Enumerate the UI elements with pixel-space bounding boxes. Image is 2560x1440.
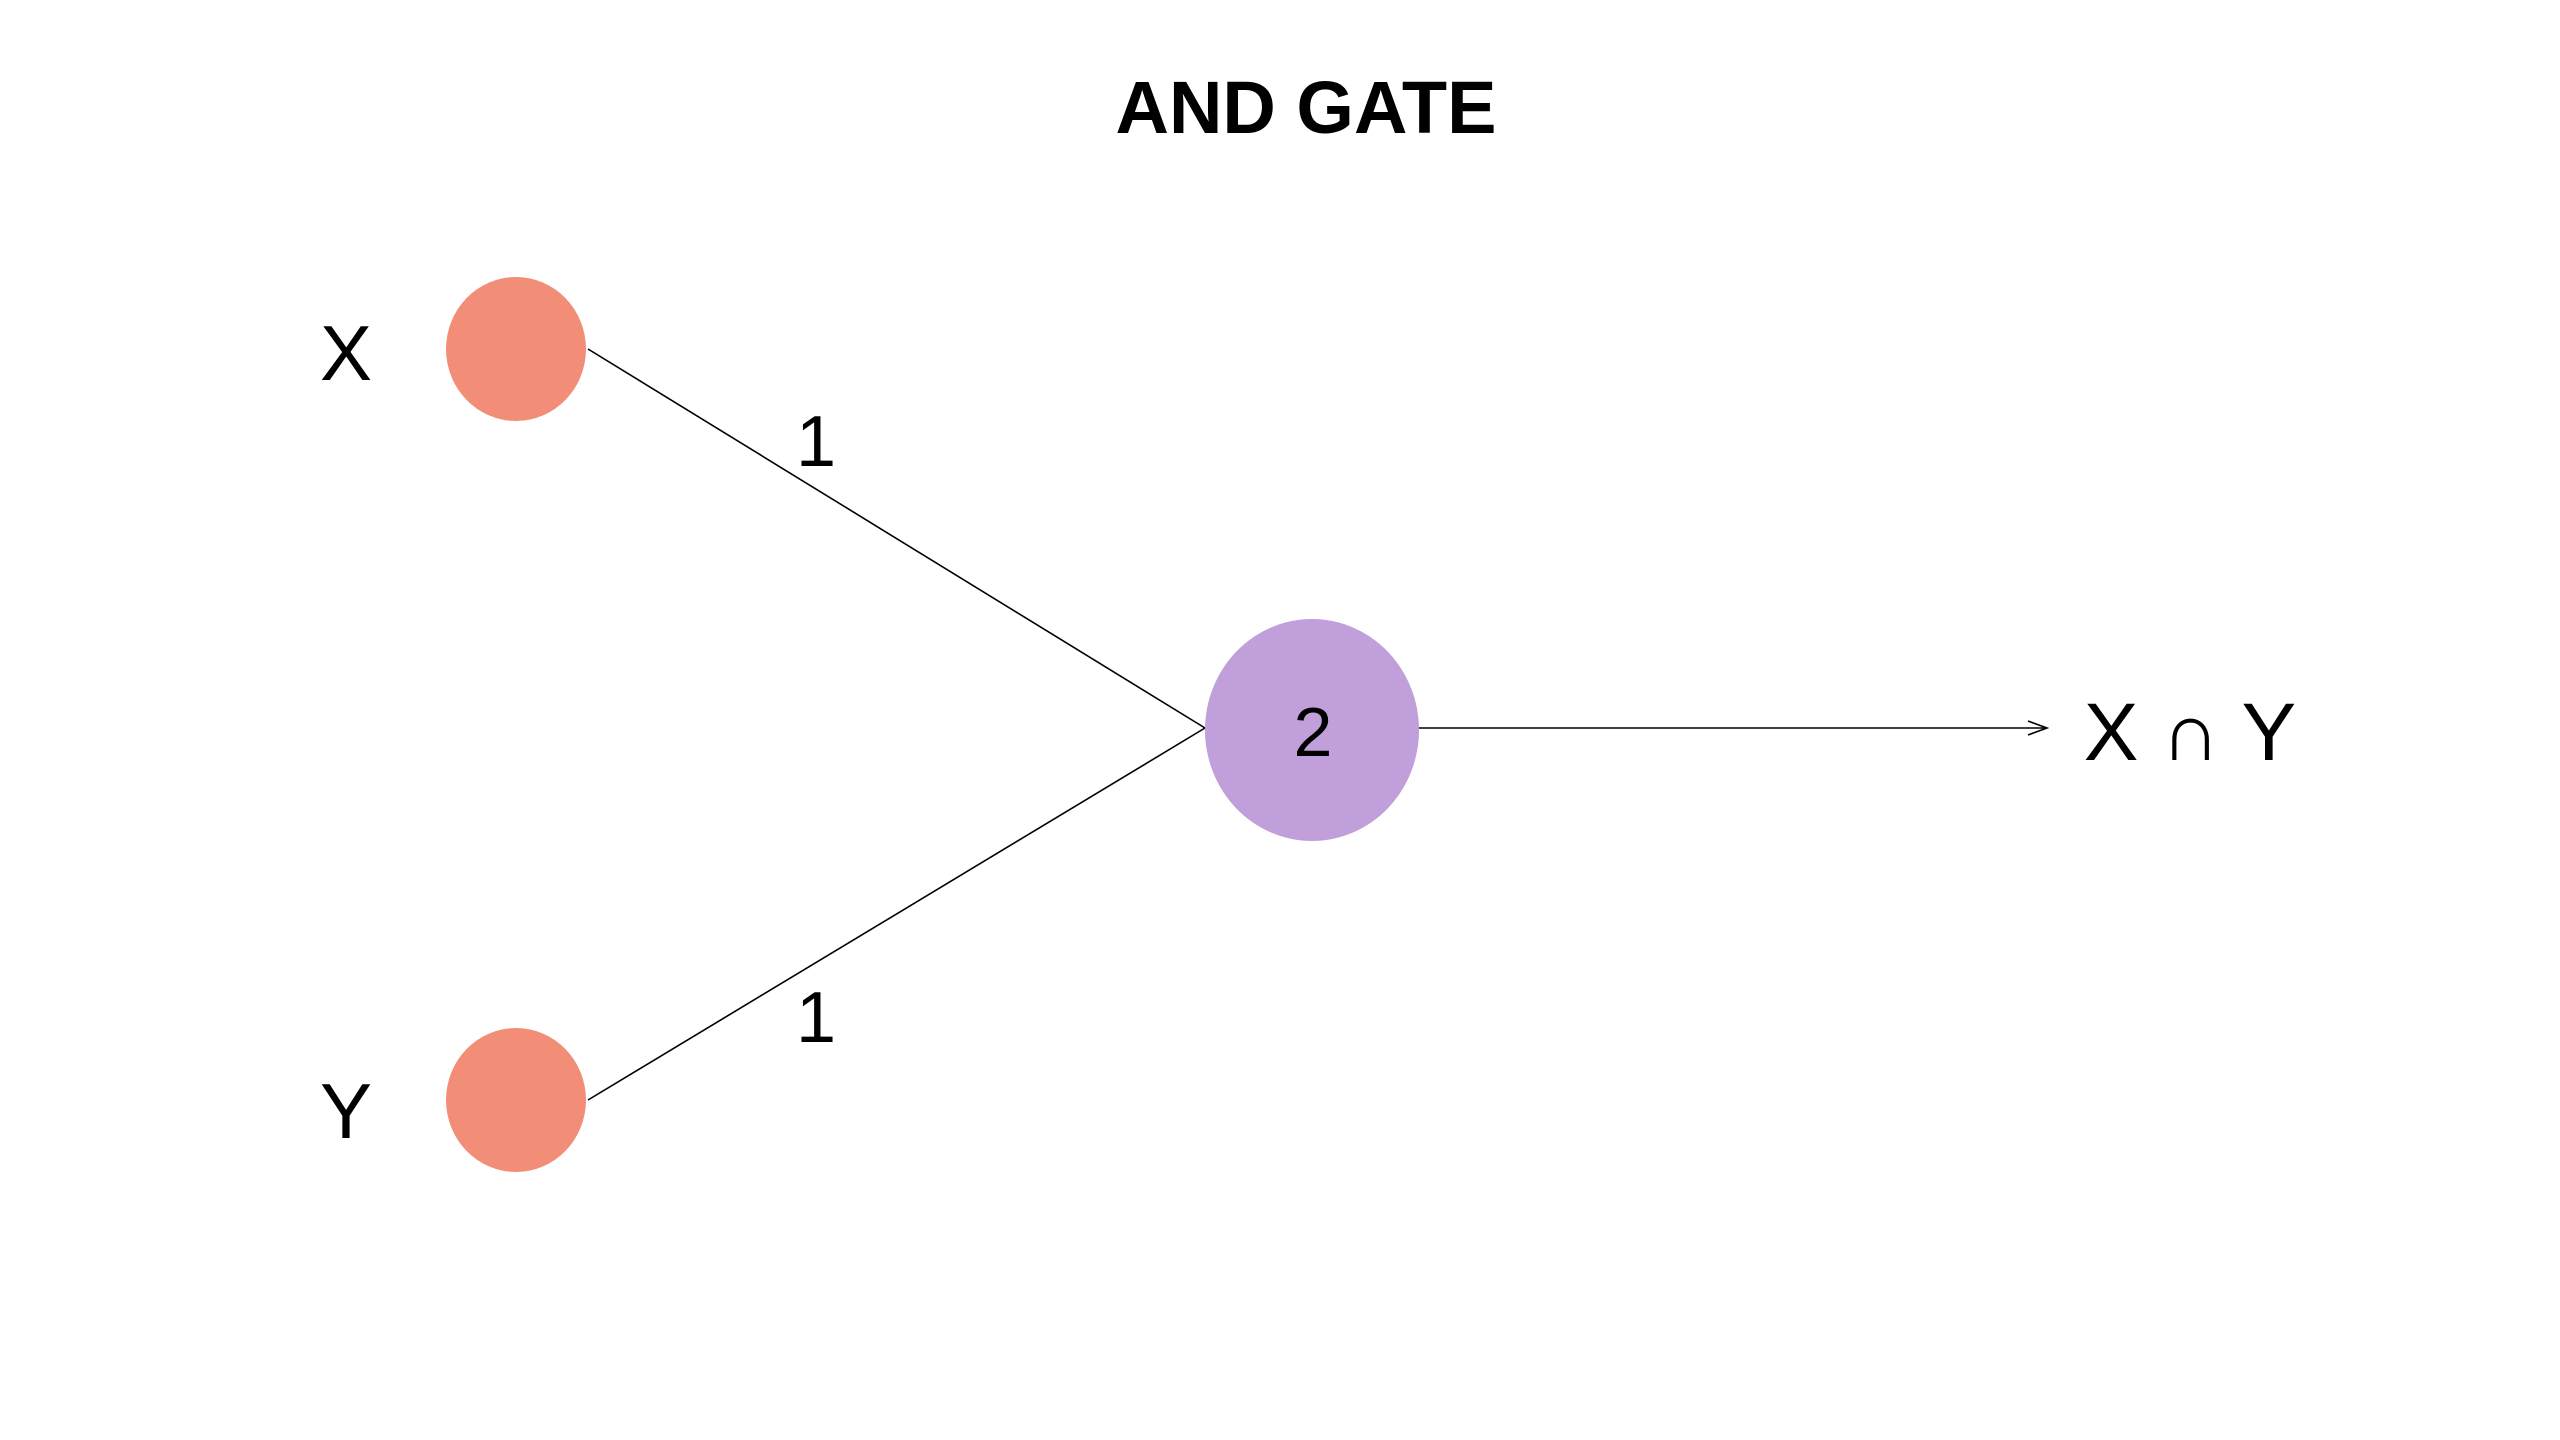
edge-x-to-neuron	[587, 348, 1206, 729]
input-label-x: X	[320, 309, 372, 397]
input-node-y	[446, 1028, 586, 1172]
neuron-node	[1205, 619, 1419, 841]
output-label: X ∩ Y	[2084, 687, 2296, 778]
threshold-value: 2	[1294, 693, 1333, 771]
weight-x: 1	[796, 402, 836, 482]
input-node-x	[446, 277, 586, 421]
input-label-y: Y	[320, 1067, 372, 1155]
weight-y: 1	[796, 978, 836, 1058]
diagram-title: AND GATE	[1116, 66, 1497, 149]
edge-y-to-neuron	[587, 727, 1206, 1101]
